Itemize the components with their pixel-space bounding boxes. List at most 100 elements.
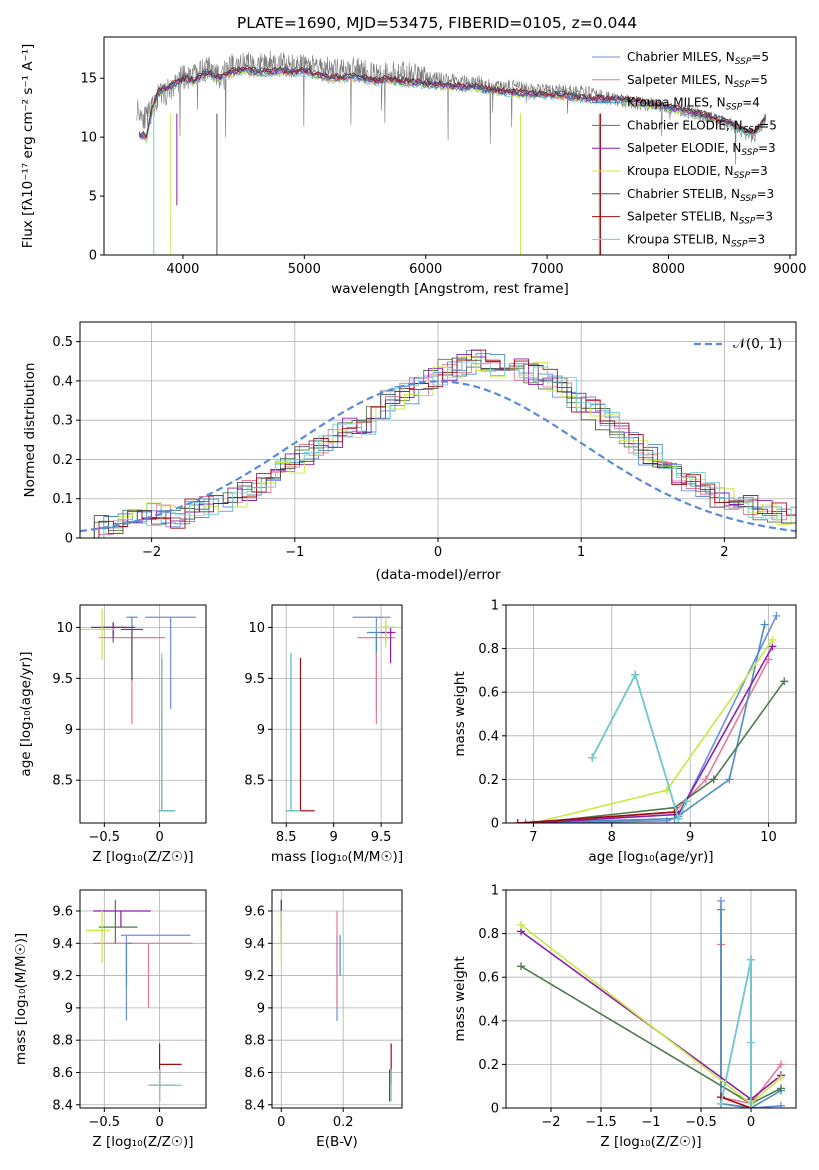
x-tick-label: −0.5 xyxy=(685,1115,717,1130)
series-marker xyxy=(760,620,769,629)
y-tick-label: 9.5 xyxy=(52,672,73,687)
series-marker xyxy=(529,819,538,823)
x-axis-label: mass [log₁₀(M/M☉)] xyxy=(271,849,403,865)
series-line xyxy=(517,811,675,823)
series-marker xyxy=(777,1101,785,1108)
y-axis-label: Flux [fλ10⁻¹⁷ erg cm⁻² s⁻¹ A⁻¹] xyxy=(20,44,36,249)
x-axis-label: Z [log₁₀(Z/Z☉)] xyxy=(92,1134,193,1150)
series-marker xyxy=(674,814,683,823)
spectrum-plot xyxy=(136,50,766,255)
y-tick-label: 8.6 xyxy=(244,1066,265,1081)
series-marker xyxy=(682,797,691,806)
series-marker xyxy=(517,920,525,929)
normal-curve xyxy=(80,380,796,533)
y-tick-label: 1 xyxy=(491,884,499,899)
x-tick-label: −1 xyxy=(641,1115,660,1130)
legend-subscript: SSP xyxy=(734,80,751,90)
legend-label: Kroupa MILES, NSSP=4 xyxy=(627,96,760,113)
x-tick-label: 5000 xyxy=(288,262,321,277)
y-tick-label: 8.4 xyxy=(244,1098,265,1113)
y-tick-label: 0.5 xyxy=(52,335,73,350)
line-plot xyxy=(513,611,789,823)
series-marker xyxy=(717,1099,725,1108)
legend-text: =4 xyxy=(742,96,760,110)
y-axis-label: age [log₁₀(age/yr)] xyxy=(18,651,34,776)
y-tick-label: 10 xyxy=(248,621,265,636)
model-spectrum-line xyxy=(138,66,766,139)
y-tick-label: 8.8 xyxy=(52,1034,73,1049)
y-tick-label: 0.8 xyxy=(478,927,499,942)
y-tick-label: 0.4 xyxy=(52,374,73,389)
errorbar-plot xyxy=(280,899,392,1102)
series-line xyxy=(591,672,688,821)
model-spectrum-line xyxy=(138,64,766,138)
series-marker xyxy=(772,611,781,620)
legend-text: Salpeter STELIB, N xyxy=(627,210,739,224)
series-marker xyxy=(777,1073,785,1082)
y-tick-label: 9.4 xyxy=(52,937,73,952)
y-tick-label: 9 xyxy=(65,723,73,738)
y-tick-label: 9 xyxy=(65,1001,73,1016)
histogram-step xyxy=(80,349,796,538)
errorbar-plot xyxy=(80,609,197,812)
y-tick-label: 9.5 xyxy=(244,672,265,687)
x-tick-label: 7000 xyxy=(531,262,564,277)
series-marker xyxy=(517,962,525,971)
legend-subscript: SSP xyxy=(735,57,752,67)
series-marker xyxy=(725,775,734,784)
legend-subscript: SSP xyxy=(731,239,748,249)
legend-text: Chabrier ELODIE, N xyxy=(627,118,743,132)
y-tick-label: 0.2 xyxy=(52,453,73,468)
legend-text: =3 xyxy=(747,232,765,246)
legend-label: Chabrier STELIB, NSSP=3 xyxy=(627,187,774,204)
legend-subscript: SSP xyxy=(743,125,760,135)
y-tick-label: 0.3 xyxy=(52,414,73,429)
x-tick-label: −2 xyxy=(541,1115,560,1130)
legend-label: 𝒩(0, 1) xyxy=(733,336,782,352)
legend-text: Salpeter ELODIE, N xyxy=(627,141,741,155)
legend-text: Chabrier STELIB, N xyxy=(627,187,740,201)
series-marker xyxy=(777,1060,785,1069)
series-marker xyxy=(777,1084,785,1093)
series-line xyxy=(525,624,766,823)
axes-frame xyxy=(103,36,797,256)
axes-frame xyxy=(79,889,207,1109)
y-axis-label: mass weight xyxy=(452,956,468,1041)
x-tick-label: −0.5 xyxy=(89,1115,121,1130)
x-tick-label: 9 xyxy=(330,830,338,845)
series-marker xyxy=(701,775,710,784)
series-marker xyxy=(521,819,530,823)
y-tick-label: 9.4 xyxy=(244,937,265,952)
series-marker xyxy=(747,955,755,964)
y-tick-label: 0.8 xyxy=(478,642,499,657)
legend-label: Chabrier MILES, NSSP=5 xyxy=(627,50,769,67)
y-axis-label: mass [log₁₀(M/M☉)] xyxy=(13,933,29,1065)
y-tick-label: 0 xyxy=(89,249,97,264)
legend-label: Salpeter ELODIE, NSSP=3 xyxy=(627,141,776,158)
legend-text: Kroupa MILES, N xyxy=(627,96,726,110)
legend-subscript: SSP xyxy=(726,103,743,113)
axes-frame xyxy=(271,889,403,1109)
x-tick-label: 8.5 xyxy=(276,830,297,845)
legend-text: Salpeter MILES, N xyxy=(627,73,734,87)
legend-text: =3 xyxy=(757,187,775,201)
y-tick-label: 9.2 xyxy=(52,969,73,984)
series-line xyxy=(720,1096,752,1108)
y-tick-label: 0.1 xyxy=(52,492,73,507)
legend-text: Chabrier MILES, N xyxy=(627,50,735,64)
series-marker xyxy=(717,905,725,914)
series-line xyxy=(533,615,778,823)
line-plot xyxy=(517,896,785,1108)
y-tick-label: 8.8 xyxy=(244,1034,265,1049)
series-marker xyxy=(747,1104,755,1108)
x-tick-label: 1 xyxy=(577,545,585,560)
y-tick-label: 15 xyxy=(80,72,97,87)
x-axis-label: (data-model)/error xyxy=(375,567,501,583)
x-tick-label: 9 xyxy=(686,830,694,845)
legend-subscript: SSP xyxy=(734,171,751,181)
x-tick-label: 0 xyxy=(277,1115,285,1130)
y-tick-label: 0.6 xyxy=(478,971,499,986)
x-axis-label: Z [log₁₀(Z/Z☉)] xyxy=(600,1134,701,1150)
x-tick-label: 0 xyxy=(155,1115,163,1130)
x-tick-label: 8000 xyxy=(652,262,685,277)
